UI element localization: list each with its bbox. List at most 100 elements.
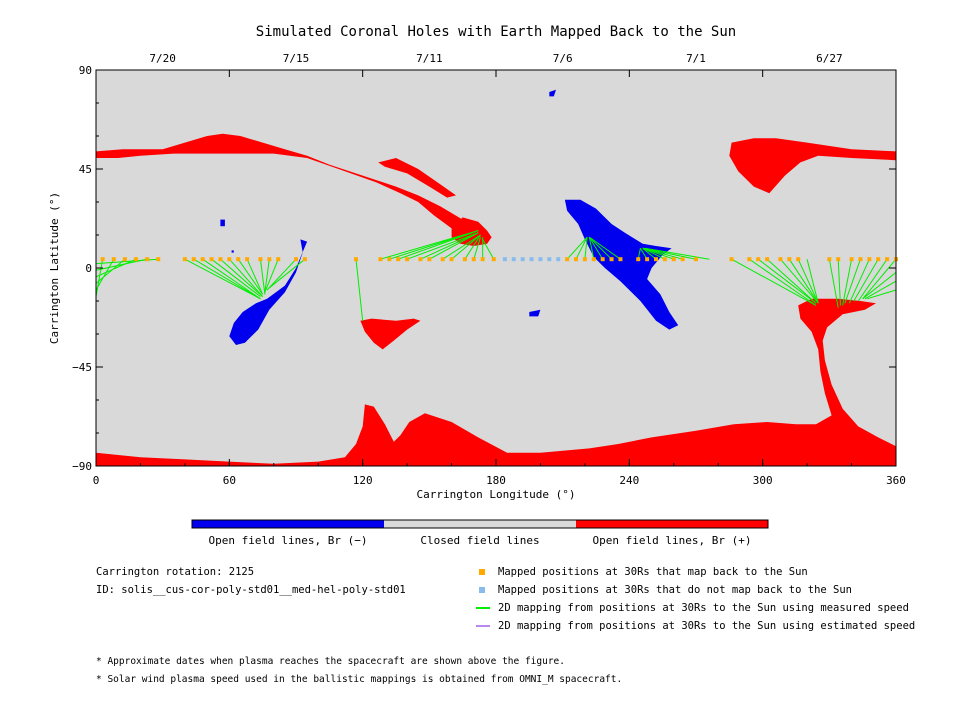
y-axis: 90 45 0 −45 −90	[72, 64, 896, 473]
legend-unmapped: Mapped positions at 30Rs that do not map…	[476, 584, 852, 596]
positive-open-field-region	[96, 298, 896, 466]
measured-mapping-line	[757, 258, 817, 304]
mapped-point	[200, 257, 205, 262]
legend-unmapped-symbol	[479, 587, 485, 593]
negative-open-field-region	[549, 89, 556, 97]
chart-title: Simulated Coronal Holes with Earth Mappe…	[256, 24, 736, 40]
measured-mapping-line	[797, 258, 819, 304]
measured-mapping-line	[766, 258, 817, 304]
unmapped-point	[556, 257, 561, 262]
colorbar-segment	[384, 520, 576, 528]
mapped-point	[827, 257, 832, 262]
unmapped-point	[538, 257, 543, 262]
measured-mapping-line	[575, 236, 588, 260]
x-tick-label: 300	[753, 474, 773, 487]
unmapped-point	[529, 257, 534, 262]
colorbar-segment	[192, 520, 384, 528]
positive-open-field-region	[729, 138, 896, 194]
mapped-point	[145, 257, 150, 262]
x-tick-label: 0	[93, 474, 100, 487]
colorbar-label: Closed field lines	[420, 534, 540, 547]
measured-mapping-line	[584, 237, 588, 260]
legend-measured-symbol	[476, 607, 490, 609]
mapped-point	[645, 257, 650, 262]
measured-mapping-line	[220, 258, 263, 297]
model-id: ID: solis__cus-cor-poly-std01__med-hel-p…	[96, 584, 406, 596]
measured-mapping-line	[398, 230, 479, 260]
mapped-point	[267, 257, 272, 262]
measured-mapping-line	[202, 258, 261, 300]
measured-mapping-line	[442, 234, 481, 260]
mapped-point	[440, 257, 445, 262]
measured-mapping-line	[788, 258, 819, 304]
measured-mapping-line	[588, 236, 604, 260]
top-date-label: 7/11	[416, 52, 443, 65]
legend-measured-label: 2D mapping from positions at 30Rs to the…	[498, 602, 909, 614]
mapped-point	[122, 257, 127, 262]
top-date-label: 7/6	[553, 52, 573, 65]
negative-open-field-region	[231, 250, 234, 253]
top-date-axis: 7/20 7/15 7/11 7/6 7/1 6/27	[149, 52, 842, 65]
measured-mapping-line	[749, 258, 817, 306]
positive-open-field-region	[378, 158, 456, 198]
measured-mapping-line	[588, 237, 595, 260]
measured-mapping-line	[853, 258, 879, 302]
mapped-point	[729, 257, 734, 262]
measured-mapping-line	[259, 259, 266, 295]
measured-mapping-line	[862, 258, 897, 300]
x-axis: 0 60 120 180 240 300 360	[93, 70, 906, 487]
negative-open-field-region	[564, 199, 679, 330]
mapped-point	[867, 257, 872, 262]
mapped-point	[574, 257, 578, 262]
top-date-label: 6/27	[816, 52, 843, 65]
mapped-point	[427, 257, 432, 262]
mapped-point	[747, 257, 752, 262]
measured-mapping-line	[406, 232, 479, 260]
mapped-point	[885, 257, 890, 262]
mapped-point	[765, 257, 770, 262]
measured-mapping-line	[866, 289, 897, 300]
measured-mapping-line	[264, 259, 270, 293]
mapped-point	[694, 257, 698, 262]
top-date-label: 7/20	[149, 52, 176, 65]
mapped-point	[636, 257, 641, 262]
y-tick-label: −45	[72, 361, 92, 374]
measured-mapping-line	[355, 259, 364, 321]
mapped-point	[680, 257, 685, 262]
mapped-point	[858, 257, 863, 262]
x-axis-label: Carrington Longitude (°)	[417, 488, 576, 501]
mapped-point	[245, 257, 250, 262]
note-dates: * Approximate dates when plasma reaches …	[96, 656, 565, 667]
mapped-positions	[100, 257, 898, 262]
mapped-point	[849, 257, 854, 262]
mapped-point	[396, 257, 401, 262]
measured-mapping-line	[95, 258, 137, 278]
legend-mapped-label: Mapped positions at 30Rs that map back t…	[498, 566, 808, 578]
mapped-point	[236, 257, 241, 262]
measured-mapping-line	[848, 258, 870, 304]
measured-mapping-line	[451, 234, 481, 260]
legend-estimated-symbol	[476, 625, 490, 627]
measured-mapping-line	[464, 234, 481, 260]
measured-mapping-line	[228, 258, 264, 297]
unmapped-positions	[502, 257, 561, 262]
mapped-point	[654, 257, 658, 262]
measured-mapping-line	[193, 258, 261, 300]
mapped-point	[491, 257, 496, 262]
measured-mapping-line	[420, 232, 479, 260]
measured-mapping-line	[844, 259, 861, 304]
negative-open-field-region	[529, 309, 541, 317]
legend-estimated: 2D mapping from positions at 30Rs to the…	[476, 620, 915, 632]
mapped-point	[100, 257, 105, 262]
mapped-point	[618, 257, 623, 262]
note-speed-source: * Solar wind plasma speed used in the ba…	[96, 674, 623, 685]
plot-area	[95, 69, 898, 467]
top-date-label: 7/1	[686, 52, 706, 65]
legend-estimated-label: 2D mapping from positions at 30Rs to the…	[498, 620, 916, 632]
mapped-point	[209, 257, 214, 262]
measured-mapping-line	[237, 258, 264, 295]
mapped-point	[387, 257, 392, 262]
measured-mapping-line	[95, 259, 104, 297]
mapped-point	[182, 257, 187, 262]
mapped-point	[662, 257, 667, 262]
